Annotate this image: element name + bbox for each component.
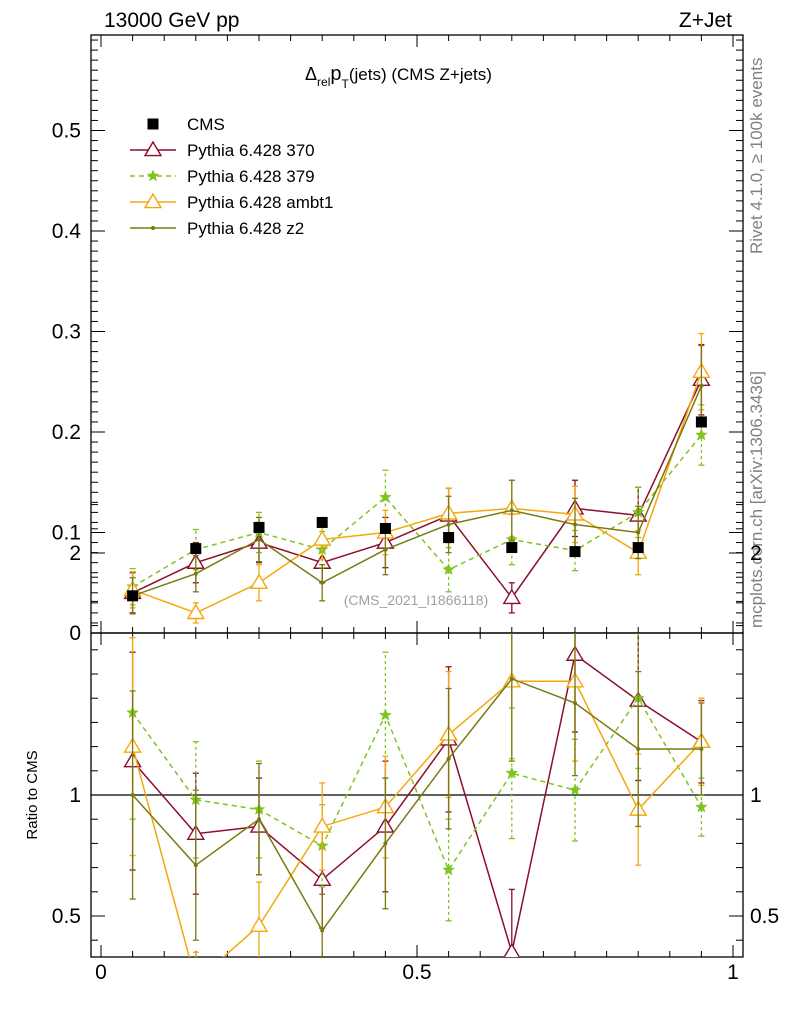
legend-label-pythia-6-428-z2: Pythia 6.428 z2 (187, 219, 304, 238)
ratio-point-pythia-6-428-379 (505, 766, 519, 779)
process-label: 13000 GeV pp (104, 9, 240, 32)
cms-data-point (443, 532, 455, 544)
main-y-tick-label: 0.5 (52, 120, 81, 143)
series-line-pythia-6-428-ambt1 (132, 371, 703, 614)
ratio-point-pythia-6-428-ambt1 (249, 916, 269, 932)
point-pythia-6-428-z2 (573, 522, 577, 527)
cms-data-point (127, 590, 139, 602)
ratio-line-pythia-6-428-370 (132, 653, 702, 953)
point-pythia-6-428-z2 (446, 522, 451, 527)
legend-label-pythia-6-428-379: Pythia 6.428 379 (187, 167, 315, 186)
series-line-pythia-6-428-379 (132, 434, 702, 588)
ratio-point-pythia-6-428-379 (442, 863, 455, 876)
cms-data-point (632, 542, 644, 554)
point-pythia-6-428-z2 (320, 580, 325, 585)
point-pythia-6-428-379 (695, 428, 708, 441)
ratio-y-tick-label: 0.5 (52, 905, 81, 928)
ratio-y-tick-label: 0.5 (750, 905, 779, 928)
point-pythia-6-428-ambt1 (186, 603, 206, 620)
legend-marker-pythia-6-428-z2 (151, 226, 155, 230)
ratio-point-pythia-6-428-z2 (383, 841, 388, 846)
x-tick-label: 0.5 (402, 961, 431, 984)
ratio-point-pythia-6-428-ambt1 (312, 817, 332, 833)
cms-data-point (190, 543, 202, 555)
ratio-panel: 0 0.5 1 0.5 0.5 1 1 2 2 Ratio to CMS (24, 504, 779, 987)
legend-label-pythia-6-428-370: Pythia 6.428 370 (187, 141, 315, 160)
legend-marker-cms (147, 118, 159, 130)
ratio-y-tick-label: 2 (69, 542, 81, 565)
point-pythia-6-428-z2 (509, 508, 514, 513)
ratio-point-pythia-6-428-z2 (699, 747, 704, 752)
main-y-tick-label: 0.2 (52, 421, 81, 444)
point-pythia-6-428-ambt1 (249, 573, 269, 590)
ratio-point-pythia-6-428-z2 (509, 676, 514, 681)
series-cms-data (127, 416, 707, 602)
series-pythia-6-428-z2 (129, 344, 705, 615)
series-pythia-6-428-379 (126, 404, 708, 606)
legend-marker-pythia-6-428-370 (143, 140, 163, 157)
cms-data-point (695, 416, 707, 428)
series-line-pythia-6-428-370 (132, 379, 703, 600)
cms-data-point (316, 516, 328, 528)
ratio-point-pythia-6-428-z2 (320, 928, 325, 933)
point-pythia-6-428-379 (442, 562, 455, 576)
ratio-point-pythia-6-428-z2 (130, 793, 135, 797)
chart-title: ΔrelpT(jets) (CMS Z+jets) (305, 63, 492, 91)
cms-data-point (253, 521, 265, 533)
main-plot-area (123, 332, 711, 624)
point-pythia-6-428-z2 (699, 383, 704, 388)
legend-marker-pythia-6-428-379 (146, 169, 160, 182)
analysis-watermark: (CMS_2021_I1866118) (344, 592, 489, 608)
ratio-point-pythia-6-428-z2 (446, 756, 451, 761)
ratio-point-pythia-6-428-z2 (636, 747, 641, 752)
ratio-y-axis-label: Ratio to CMS (24, 750, 41, 839)
main-y-tick-label: 0.3 (52, 321, 81, 344)
ratio-point-pythia-6-428-ambt1 (188, 973, 204, 987)
main-panel: 0 0.1 0.2 0.3 0.4 0.5 ΔrelpT(jets) (CMS Z+jets… (52, 34, 744, 645)
cms-data-point (379, 522, 391, 534)
legend-label-cms: CMS (187, 115, 225, 134)
series-pythia-6-428-ambt1 (123, 332, 711, 624)
main-y-tick-label: 0.1 (52, 522, 81, 545)
point-pythia-6-428-z2 (636, 530, 641, 535)
point-pythia-6-428-370 (502, 588, 522, 605)
ratio-line-pythia-6-428-ambt1 (131, 680, 702, 957)
point-pythia-6-428-z2 (257, 537, 261, 542)
cms-data-point (506, 542, 518, 554)
series-line-pythia-6-428-z2 (132, 385, 703, 597)
legend: CMS Pythia 6.428 370 Pythia 6.428 379 Pythi… (130, 115, 333, 238)
main-y-tick-label: 0.4 (52, 220, 82, 243)
ratio-line-pythia-6-428-z2 (132, 677, 702, 932)
ratio-point-pythia-6-428-z2 (257, 817, 261, 822)
point-pythia-6-428-379 (379, 490, 392, 503)
point-pythia-6-428-z2 (193, 571, 198, 576)
main-y-tick-label: 0 (69, 622, 81, 645)
x-tick-label: 0 (95, 961, 107, 984)
ratio-point-pythia-6-428-379 (568, 783, 582, 796)
x-tick-label: 1 (727, 961, 739, 984)
ratio-point-pythia-6-428-z2 (193, 863, 198, 868)
series-pythia-6-428-370 (123, 343, 711, 614)
cms-data-point (569, 546, 581, 558)
ratio-point-pythia-6-428-z2 (573, 701, 577, 706)
ratio-point-pythia-6-428-379 (695, 800, 708, 813)
ratio-point-pythia-6-428-370 (503, 942, 521, 957)
ratio-series-pythia-6-428-z2 (129, 633, 705, 957)
ratio-y-tick-label: 1 (750, 784, 762, 807)
point-pythia-6-428-z2 (383, 547, 388, 552)
ratio-y-tick-label: 2 (750, 542, 762, 565)
ratio-y-tick-label: 1 (69, 784, 81, 807)
legend-marker-pythia-6-428-ambt1 (143, 192, 163, 209)
point-pythia-6-428-ambt1 (312, 530, 332, 546)
ratio-series-pythia-6-428-379 (126, 633, 708, 922)
ratio-plot-area (123, 633, 711, 987)
legend-label-pythia-6-428-ambt1: Pythia 6.428 ambt1 (187, 193, 333, 212)
analysis-label: Z+Jet (678, 9, 732, 32)
ratio-point-pythia-6-428-379 (379, 708, 392, 721)
